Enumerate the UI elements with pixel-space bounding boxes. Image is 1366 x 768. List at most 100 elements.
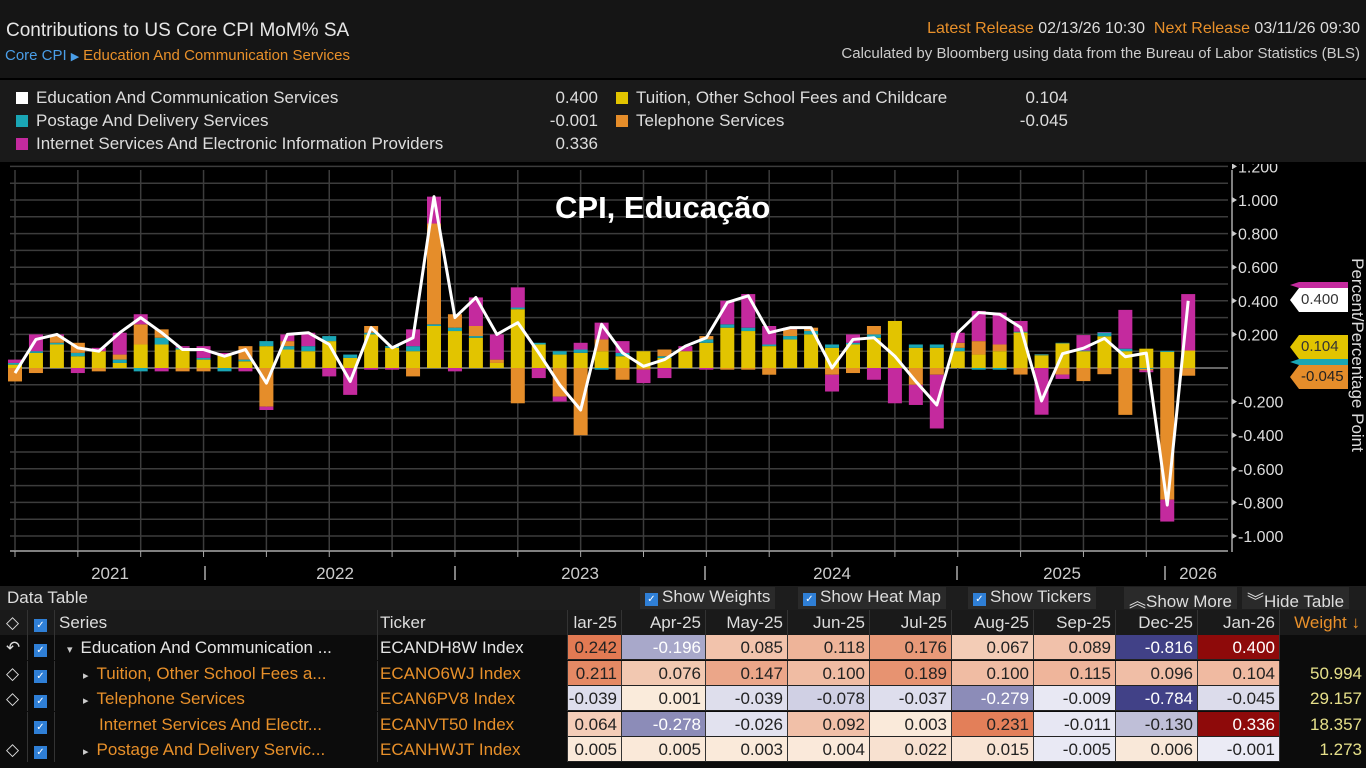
series-name[interactable]: ▸ Tuition, Other School Fees a... [55,660,378,686]
legend-item-tuition[interactable]: Tuition, Other School Fees and Childcare… [616,88,1068,108]
show-tickers-toggle[interactable]: ✓ Show Tickers [968,587,1097,609]
pin-all-icon[interactable]: ◇ [0,610,28,635]
show-weights-toggle[interactable]: ✓ Show Weights [640,587,776,609]
breadcrumb-root-link[interactable]: Core CPI [5,47,67,64]
bar-segment [615,356,630,368]
row-action-icon[interactable]: ◇ [0,686,28,711]
chart-header: Contributions to US Core CPI MoM% SA Cor… [0,0,1366,78]
bar-segment [447,331,462,368]
bar-segment [70,352,85,357]
hide-table-button[interactable]: ︾Hide Table [1242,587,1350,611]
bar-segment [1160,350,1175,352]
bar-segment [971,341,986,355]
bar-segment [887,320,902,368]
bar-segment [49,342,64,345]
legend-item-internet[interactable]: Internet Services And Electronic Informa… [16,134,600,154]
row-action-icon[interactable]: ↶ [0,635,28,660]
bar-segment [887,368,902,404]
row-action-icon[interactable]: ◇ [0,660,28,686]
bar-segment [154,344,169,368]
legend-item-education[interactable]: Education And Communication Services 0.40… [16,88,600,108]
row-checkbox[interactable]: ✓ [28,660,55,686]
bar-segment [489,334,504,360]
series-name[interactable]: ▸ Postage And Delivery Servic... [55,737,378,762]
bar-segment [196,346,211,358]
row-checkbox[interactable]: ✓ [28,635,55,660]
bar-segment [846,344,860,368]
legend-swatch [616,92,628,104]
table-row[interactable]: ↶ ✓ ▾ Education And Communication ... ECANDH… [0,635,1366,660]
bar-segment [825,374,840,392]
series-name[interactable]: ▾ Education And Communication ... [55,635,378,660]
column-header-month[interactable]: Dec-25 [1116,610,1198,635]
bar-segment [510,307,525,310]
page-title: Contributions to US Core CPI MoM% SA [6,20,350,41]
last-value-tag-tuition: 0.104 [1290,335,1348,359]
weight-value [1280,635,1366,660]
legend-label: Tuition, Other School Fees and Childcare [636,88,948,107]
checkbox-icon: ✓ [973,593,986,606]
row-checkbox[interactable]: ✓ [28,737,55,762]
bar-segment [1139,370,1154,373]
bar-segment [8,359,22,363]
bar-segment [720,324,735,328]
legend-item-telephone[interactable]: Telephone Services -0.045 [616,111,1068,131]
legend-item-postage[interactable]: Postage And Delivery Services -0.001 [16,111,600,131]
column-header-month[interactable]: May-25 [706,610,788,635]
heatmap-cell: 0.147 [706,660,788,686]
row-action-icon[interactable] [0,711,28,737]
table-row[interactable]: ✓ Internet Services And Electr... ECANVT50… [0,711,1366,737]
column-header-series[interactable]: Series [55,610,378,635]
bar-segment [594,339,609,352]
bar-segment [1118,309,1133,349]
bar-segment [1097,332,1112,333]
select-all-checkbox[interactable]: ✓ [28,610,55,635]
chart-area[interactable]: 2021 2022 2023 2024 2025 2026 1.200 1.000 0.800 0… [0,164,1366,586]
contribution-chart[interactable]: 2021 2022 2023 2024 2025 2026 1.200 1.000 0.800 0… [0,164,1366,586]
column-header-month[interactable]: Aug-25 [952,610,1034,635]
bar-segment [49,336,64,343]
expand-arrow-icon[interactable]: ▸ [83,695,89,707]
column-header-month[interactable]: Jun-25 [788,610,870,635]
table-row[interactable]: ◇ ✓ ▸ Tuition, Other School Fees a... ECANO6… [0,660,1366,686]
column-header-month[interactable]: Jan-26 [1198,610,1280,635]
bar-segment [950,351,965,368]
table-row[interactable]: ◇ ✓ ▸ Postage And Delivery Servic... ECANHWJ… [0,737,1366,762]
row-action-icon[interactable]: ◇ [0,737,28,762]
heatmap-cell: 0.085 [706,635,788,660]
checkbox-icon: ✓ [34,644,47,657]
column-header-month[interactable]: lar-25 [568,610,622,635]
bar-segment [280,349,295,368]
heatmap-cell: 0.211 [568,660,622,686]
table-row[interactable]: ◇ ✓ ▸ Telephone Services ECAN6PV8 Index -0.03… [0,686,1366,711]
chart-annotation: CPI, Educação [555,190,771,225]
column-header-month[interactable]: Sep-25 [1034,610,1116,635]
bar-segment [175,368,190,372]
expand-arrow-icon[interactable]: ▸ [83,746,89,758]
y-tick-label: 0.400 [1238,294,1278,311]
heatmap-cell: 0.022 [870,737,952,762]
row-checkbox[interactable]: ✓ [28,686,55,711]
x-tick-label: 2026 [1179,564,1217,583]
show-more-button[interactable]: ︽Show More [1124,587,1237,611]
checkbox-icon: ✓ [34,669,47,683]
bar-segment [1097,336,1112,368]
expand-arrow-icon[interactable]: ▾ [67,644,73,656]
column-header-month[interactable]: Jul-25 [870,610,952,635]
heatmap-cell: 0.003 [706,737,788,762]
column-header-ticker[interactable]: Ticker [378,610,568,635]
y-tick-label: 1.000 [1238,193,1278,210]
bar-segment [1118,368,1133,415]
legend-value: 0.400 [555,88,598,107]
series-name[interactable]: Internet Services And Electr... [55,711,378,737]
column-header-weight[interactable]: Weight ↓ [1280,610,1366,635]
bar-segment [1013,368,1028,375]
bar-segment [1160,351,1175,368]
heatmap-cell: -0.196 [622,635,706,660]
bar-segment [489,359,504,363]
expand-arrow-icon[interactable]: ▸ [83,669,89,682]
row-checkbox[interactable]: ✓ [28,711,55,737]
show-heatmap-toggle[interactable]: ✓ Show Heat Map [798,587,946,609]
column-header-month[interactable]: Apr-25 [622,610,706,635]
series-name[interactable]: ▸ Telephone Services [55,686,378,711]
